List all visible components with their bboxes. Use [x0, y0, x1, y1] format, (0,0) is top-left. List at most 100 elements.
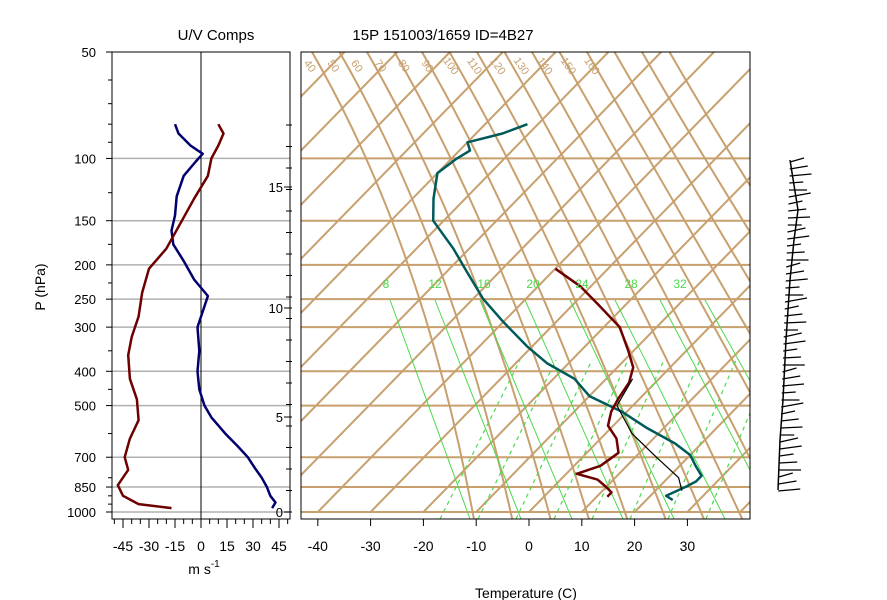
- dry-adiabat-label: 150: [558, 55, 578, 77]
- v-component-line: [116, 123, 225, 510]
- pressure-tick-label: 400: [74, 364, 96, 379]
- mixing-ratio-dashed: [591, 359, 665, 519]
- dry-adiabat: [311, 52, 475, 519]
- wind-barb: [782, 375, 801, 380]
- wind-barb: [782, 356, 802, 359]
- isotherm: [686, 446, 750, 513]
- mixing-ratio-label: 24: [575, 277, 589, 291]
- isotherm: [739, 500, 750, 513]
- temperature-line: [431, 123, 703, 502]
- mixing-ratio-label: 12: [428, 277, 442, 291]
- mixing-ratio-label: 20: [526, 277, 540, 291]
- wind-barb: [779, 437, 799, 443]
- mixing-ratio-label: 28: [624, 277, 638, 291]
- mixing-ratio-dashed: [553, 359, 629, 519]
- height-tick-label: 0: [276, 505, 283, 520]
- wind-tick-label: 30: [245, 538, 261, 554]
- pressure-tick-label: 1000: [67, 505, 96, 520]
- mixing-ratio-line: [479, 299, 573, 519]
- wind-barb: [778, 480, 797, 485]
- mixing-ratio-dashed: [439, 359, 521, 519]
- wind-barb: [788, 192, 811, 198]
- dry-adiabat: [503, 52, 744, 519]
- temperature-tick-label: 20: [627, 538, 643, 554]
- mixing-ratio-line: [524, 299, 624, 519]
- wind-barb: [784, 305, 799, 310]
- dry-adiabat-label: 130: [511, 55, 531, 77]
- wind-barb: [784, 313, 803, 317]
- height-tick-label: 15: [269, 180, 283, 195]
- wind-barb: [787, 227, 806, 233]
- dry-adiabat: [448, 52, 667, 519]
- dry-adiabat-label: 140: [534, 55, 554, 77]
- mixing-ratio-line: [434, 299, 522, 519]
- wind-barb: [789, 181, 804, 184]
- skewt-panel-title: 15P 151003/1659 ID=4B27: [352, 27, 533, 44]
- mixing-ratio-dashed: [629, 359, 701, 519]
- dry-adiabat-label: 50: [325, 58, 342, 75]
- dry-adiabat: [393, 52, 590, 519]
- pressure-tick-label: 850: [74, 480, 96, 495]
- wind-barb: [785, 286, 800, 289]
- mixing-ratio-label: 32: [673, 277, 687, 291]
- wind-barb: [788, 200, 803, 205]
- wind-barb: [781, 391, 796, 394]
- wind-barb: [786, 262, 801, 268]
- dry-adiabat-label: 40: [301, 58, 318, 75]
- wind-barb: [788, 208, 807, 212]
- wind-barb: [784, 321, 807, 324]
- temperature-tick-label: 0: [525, 538, 533, 554]
- temperature-tick-label: -20: [413, 538, 433, 554]
- mixing-ratio-line: [569, 299, 675, 519]
- pressure-axis-label: P (hPa): [32, 263, 48, 310]
- wind-barb: [783, 332, 802, 338]
- wind-barb: [779, 461, 798, 464]
- isotherm: [581, 338, 750, 513]
- pressure-tick-label: 300: [74, 320, 96, 335]
- mixing-ratio-label: 8: [383, 277, 390, 291]
- mixing-ratio-line: [704, 299, 750, 382]
- u-component-line: [170, 123, 277, 509]
- temperature-tick-label: -10: [466, 538, 486, 554]
- isotherm: [793, 52, 887, 512]
- wind-barb: [782, 367, 797, 373]
- wind-barb: [789, 157, 805, 163]
- temperature-tick-label: -40: [308, 538, 328, 554]
- dry-adiabat: [476, 52, 705, 519]
- isotherm: [301, 52, 346, 98]
- wind-tick-label: -30: [139, 538, 159, 554]
- wind-barb: [780, 418, 799, 422]
- wind-tick-label: 45: [271, 538, 287, 554]
- isotherm: [301, 52, 557, 315]
- wind-axis-unit: m s: [188, 561, 211, 577]
- dry-adiabat: [586, 52, 750, 336]
- mixing-ratio-label: 16: [477, 277, 491, 291]
- wind-barb: [787, 216, 811, 219]
- parcel-line: [616, 378, 683, 491]
- dry-adiabat: [613, 52, 750, 284]
- wind-barb: [778, 472, 793, 478]
- pressure-tick-label: 50: [82, 45, 96, 60]
- dry-adiabat-label: 80: [395, 58, 412, 75]
- wind-barb: [783, 340, 806, 345]
- barb-staff-line: [777, 159, 799, 491]
- wind-tick-label: -15: [165, 538, 185, 554]
- wind-barb: [779, 453, 794, 457]
- skewt-panel-frame: [300, 51, 751, 520]
- dry-adiabat: [641, 52, 750, 234]
- temperature-tick-label: 30: [680, 538, 696, 554]
- wind-barb: [781, 402, 804, 408]
- pressure-tick-label: 700: [74, 450, 96, 465]
- wind-barb: [780, 426, 803, 429]
- wind-barb: [780, 410, 796, 415]
- dry-adiabat-label: 90: [419, 58, 436, 75]
- isotherm: [475, 230, 750, 513]
- pressure-tick-label: 150: [74, 214, 96, 229]
- mixing-ratio-dashed: [477, 359, 557, 519]
- mixing-ratio-line: [614, 299, 726, 519]
- isotherm: [422, 175, 750, 513]
- wind-barb: [778, 488, 801, 492]
- wind-axis-exponent: -1: [211, 559, 220, 570]
- pressure-tick-label: 250: [74, 292, 96, 307]
